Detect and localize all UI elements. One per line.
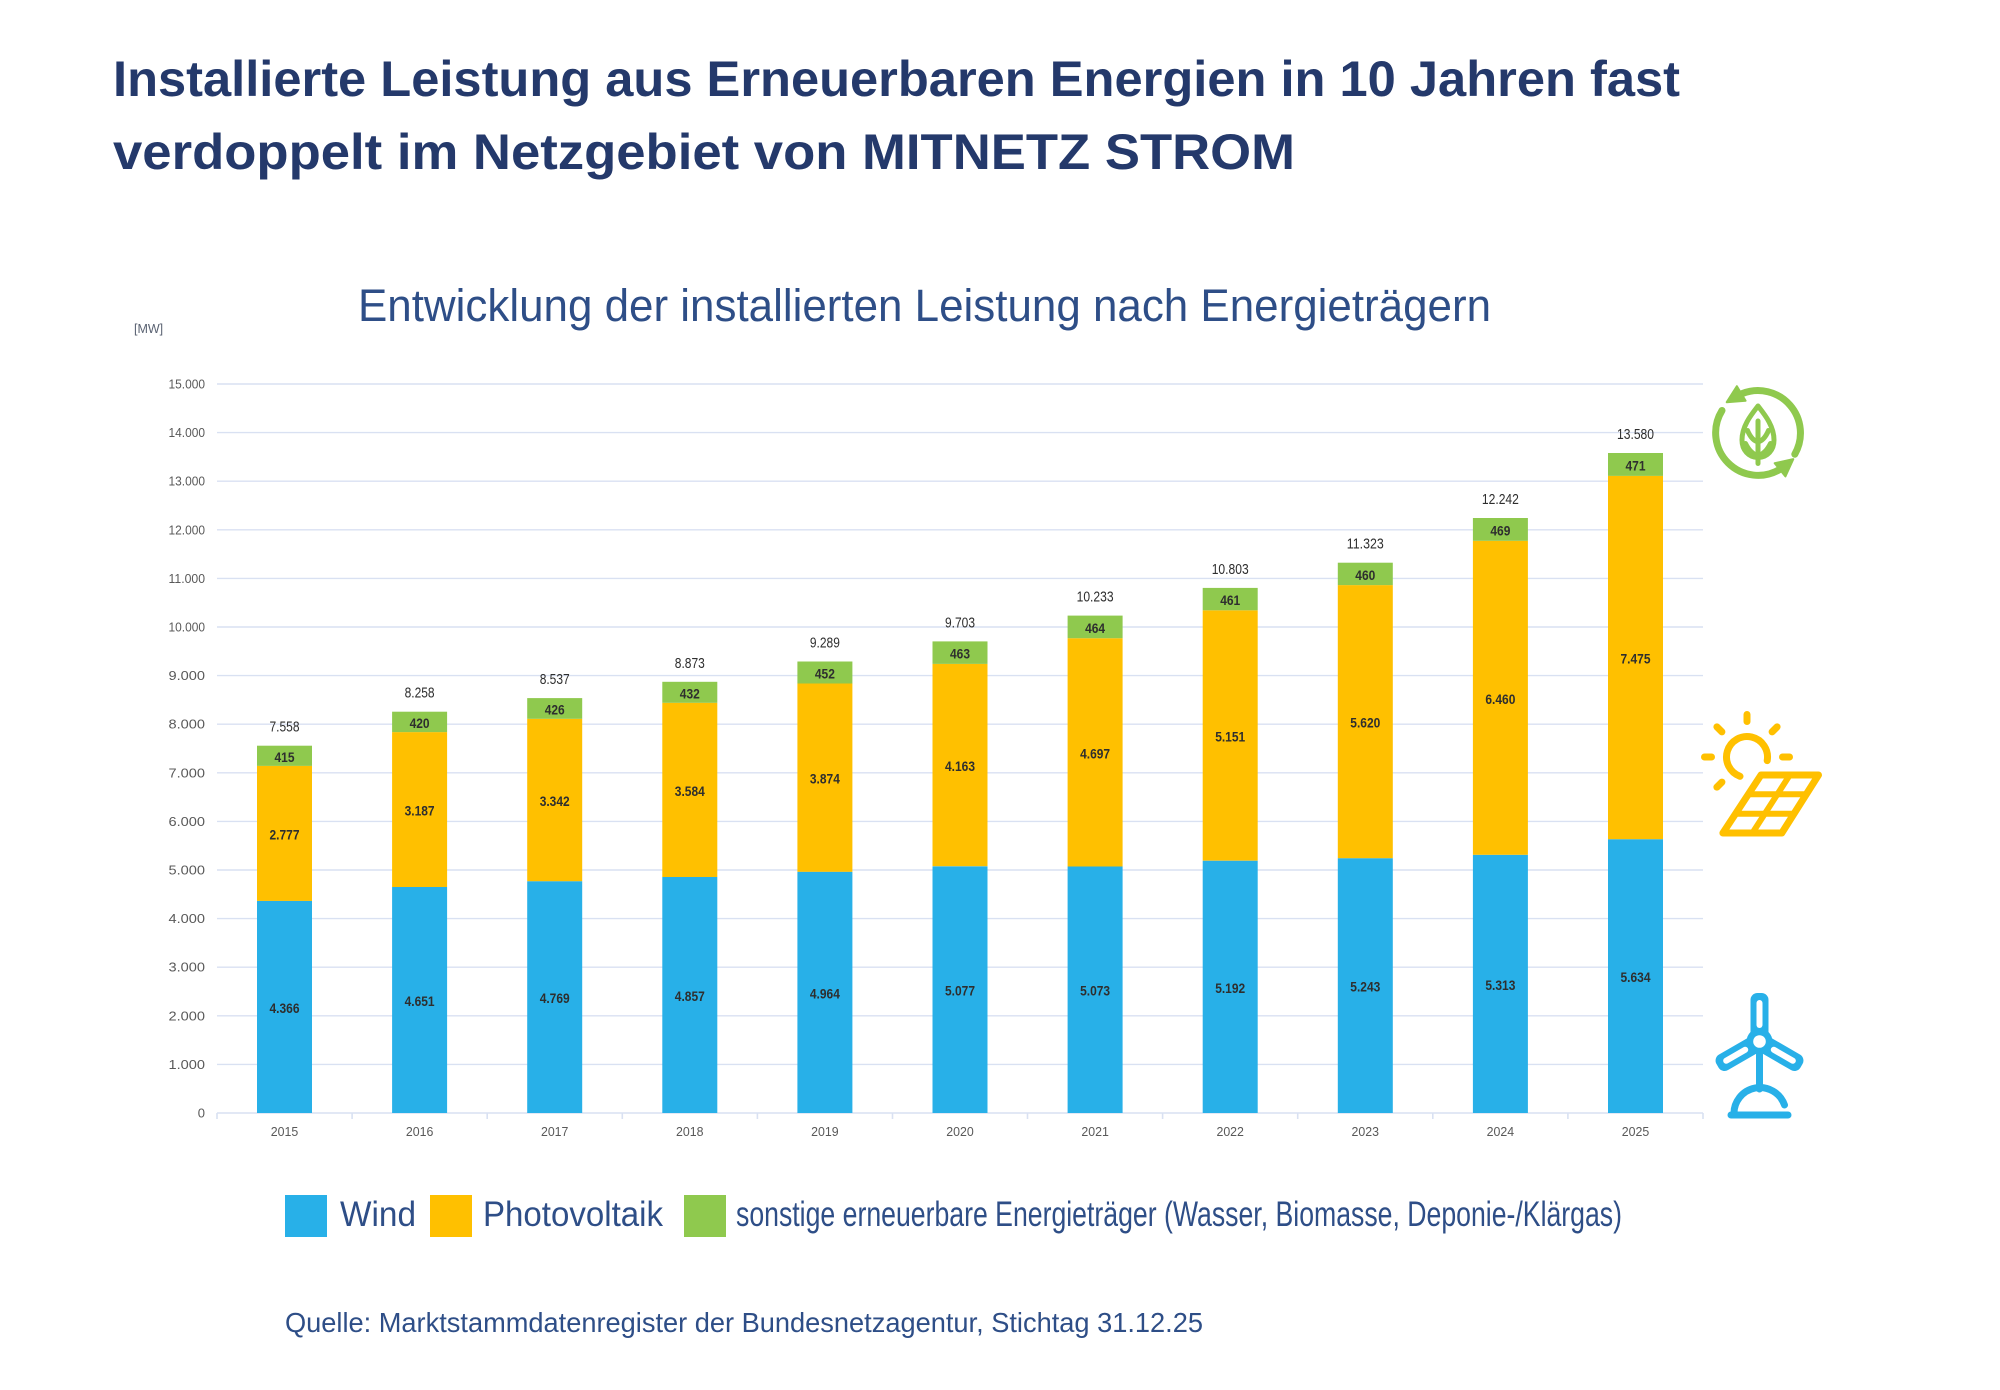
svg-text:Wind: Wind bbox=[340, 1194, 416, 1234]
svg-text:13.580: 13.580 bbox=[1617, 427, 1654, 443]
svg-text:5.151: 5.151 bbox=[1215, 729, 1245, 745]
svg-text:4.163: 4.163 bbox=[945, 758, 975, 774]
svg-text:5.634: 5.634 bbox=[1621, 969, 1651, 985]
svg-text:4.964: 4.964 bbox=[810, 985, 840, 1001]
svg-text:4.697: 4.697 bbox=[1080, 745, 1110, 761]
svg-text:7.000: 7.000 bbox=[169, 765, 206, 780]
svg-text:Installierte Leistung aus Erne: Installierte Leistung aus Erneuerbaren E… bbox=[113, 51, 1680, 107]
svg-text:3.342: 3.342 bbox=[540, 793, 570, 809]
svg-text:2025: 2025 bbox=[1622, 1124, 1650, 1139]
svg-text:1.000: 1.000 bbox=[169, 1057, 206, 1072]
svg-text:10.233: 10.233 bbox=[1077, 590, 1114, 606]
svg-text:2.777: 2.777 bbox=[270, 826, 300, 842]
svg-text:5.313: 5.313 bbox=[1485, 977, 1515, 993]
svg-text:0: 0 bbox=[198, 1106, 205, 1121]
svg-text:2017: 2017 bbox=[541, 1124, 569, 1139]
svg-text:verdoppelt im Netzgebiet von M: verdoppelt im Netzgebiet von MITNETZ STR… bbox=[113, 124, 1295, 180]
svg-text:4.000: 4.000 bbox=[169, 911, 206, 926]
svg-text:415: 415 bbox=[275, 749, 295, 765]
svg-text:5.077: 5.077 bbox=[945, 983, 975, 999]
svg-text:2016: 2016 bbox=[406, 1124, 434, 1139]
svg-text:2023: 2023 bbox=[1352, 1124, 1380, 1139]
svg-text:14.000: 14.000 bbox=[169, 425, 206, 440]
svg-text:11.000: 11.000 bbox=[169, 571, 206, 586]
svg-text:426: 426 bbox=[545, 702, 565, 718]
svg-text:432: 432 bbox=[680, 685, 700, 701]
svg-text:469: 469 bbox=[1490, 522, 1510, 538]
svg-text:Photovoltaik: Photovoltaik bbox=[483, 1194, 663, 1234]
svg-text:2021: 2021 bbox=[1081, 1124, 1109, 1139]
svg-text:5.243: 5.243 bbox=[1350, 979, 1380, 995]
svg-text:13.000: 13.000 bbox=[169, 474, 206, 489]
svg-text:3.000: 3.000 bbox=[169, 960, 206, 975]
svg-text:[MW]: [MW] bbox=[134, 322, 163, 336]
svg-text:8.258: 8.258 bbox=[405, 686, 435, 702]
svg-text:15.000: 15.000 bbox=[169, 377, 206, 392]
svg-text:10.000: 10.000 bbox=[169, 620, 206, 635]
svg-text:420: 420 bbox=[410, 715, 430, 731]
svg-text:5.192: 5.192 bbox=[1215, 980, 1245, 996]
svg-text:12.242: 12.242 bbox=[1482, 492, 1519, 508]
svg-text:2022: 2022 bbox=[1216, 1124, 1244, 1139]
svg-text:3.187: 3.187 bbox=[405, 803, 435, 819]
svg-text:4.651: 4.651 bbox=[405, 993, 435, 1009]
svg-text:5.620: 5.620 bbox=[1350, 715, 1380, 731]
svg-text:2018: 2018 bbox=[676, 1124, 704, 1139]
svg-text:452: 452 bbox=[815, 666, 835, 682]
svg-text:9.703: 9.703 bbox=[945, 615, 975, 631]
svg-text:7.558: 7.558 bbox=[270, 720, 300, 736]
svg-text:4.857: 4.857 bbox=[675, 988, 705, 1004]
svg-text:2020: 2020 bbox=[946, 1124, 974, 1139]
svg-text:463: 463 bbox=[950, 646, 970, 662]
svg-text:460: 460 bbox=[1355, 567, 1375, 583]
svg-text:11.323: 11.323 bbox=[1347, 537, 1384, 553]
svg-text:461: 461 bbox=[1220, 592, 1240, 608]
svg-text:2019: 2019 bbox=[811, 1124, 839, 1139]
svg-text:5.000: 5.000 bbox=[169, 863, 206, 878]
svg-text:2.000: 2.000 bbox=[169, 1008, 206, 1023]
svg-text:6.460: 6.460 bbox=[1485, 691, 1515, 707]
svg-text:6.000: 6.000 bbox=[169, 814, 206, 829]
svg-text:4.769: 4.769 bbox=[540, 990, 570, 1006]
svg-text:3.584: 3.584 bbox=[675, 783, 705, 799]
svg-text:8.873: 8.873 bbox=[675, 656, 705, 672]
svg-text:464: 464 bbox=[1085, 620, 1105, 636]
svg-text:2024: 2024 bbox=[1487, 1124, 1515, 1139]
svg-text:7.475: 7.475 bbox=[1621, 651, 1651, 667]
svg-text:5.073: 5.073 bbox=[1080, 983, 1110, 999]
svg-text:2015: 2015 bbox=[271, 1124, 299, 1139]
svg-text:10.803: 10.803 bbox=[1212, 562, 1249, 578]
svg-text:3.874: 3.874 bbox=[810, 771, 840, 787]
svg-text:9.000: 9.000 bbox=[169, 668, 206, 683]
svg-text:8.000: 8.000 bbox=[169, 717, 206, 732]
svg-text:8.537: 8.537 bbox=[540, 672, 570, 688]
svg-text:9.289: 9.289 bbox=[810, 636, 840, 652]
svg-text:12.000: 12.000 bbox=[169, 522, 206, 537]
svg-text:4.366: 4.366 bbox=[270, 1000, 300, 1016]
svg-text:sonstige erneuerbare Energietr: sonstige erneuerbare Energieträger (Wass… bbox=[736, 1194, 1622, 1234]
svg-text:Entwicklung der installierten: Entwicklung der installierten Leistung n… bbox=[358, 280, 1491, 331]
svg-text:471: 471 bbox=[1626, 458, 1646, 474]
svg-text:Quelle: Marktstammdatenregiste: Quelle: Marktstammdatenregister der Bund… bbox=[285, 1307, 1203, 1338]
